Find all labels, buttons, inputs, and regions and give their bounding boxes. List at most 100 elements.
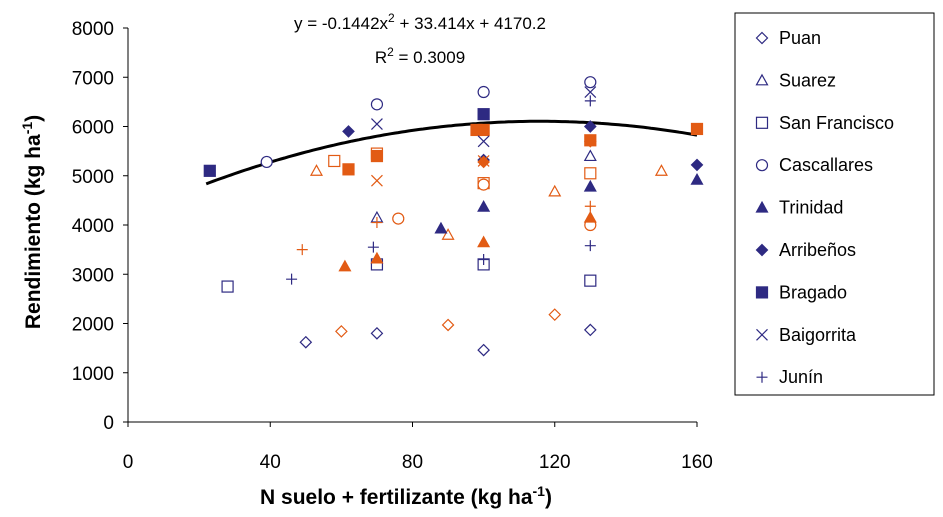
- y-tick-label: 7000: [72, 68, 114, 89]
- data-point-suarez: [309, 164, 324, 176]
- data-point-arribenos: [690, 158, 704, 172]
- x-axis-title-exponent: -1: [533, 483, 546, 499]
- data-point-cascallares: [260, 155, 273, 169]
- y-tick-label: 0: [103, 413, 114, 434]
- legend-label: Junín: [779, 367, 823, 387]
- data-point-trinidad: [434, 221, 448, 234]
- legend-label: Suarez: [779, 70, 836, 90]
- legend-label: Baigorrita: [779, 325, 857, 345]
- legend-marker-suarez: [755, 73, 769, 86]
- data-point-junin: [584, 200, 596, 212]
- y-tick-label: 8000: [72, 19, 114, 40]
- series-trinidad: [338, 172, 704, 272]
- data-point-puan: [477, 343, 490, 357]
- data-point-junin: [286, 273, 298, 285]
- data-point-bragado: [370, 149, 384, 163]
- x-tick-label: 80: [402, 452, 423, 473]
- data-point-bragado: [477, 123, 490, 137]
- data-point-trinidad: [477, 235, 491, 248]
- legend-item-cascallares: Cascallares: [755, 155, 873, 175]
- y-tick-label: 6000: [72, 118, 114, 139]
- series-bragado: [203, 108, 704, 177]
- x-ticks: 0 40 80 120 160: [123, 422, 713, 473]
- legend-label: Trinidad: [779, 198, 843, 218]
- data-point-puan: [583, 323, 597, 337]
- data-point-suarez: [654, 164, 668, 176]
- data-point-bragado: [342, 163, 355, 176]
- x-tick-label: 0: [123, 452, 134, 473]
- plot-area: 0 1000 2000 3000 4000 5000 6000 7000 8000 0 40 80 1…: [72, 19, 713, 473]
- data-point-san-francisco: [328, 154, 341, 168]
- data-point-puan: [441, 318, 455, 332]
- equation-label: y = -0.1442x2 + 33.414x + 4170.2: [294, 11, 546, 33]
- x-tick-label: 120: [539, 452, 571, 473]
- data-point-bragado: [477, 108, 490, 121]
- legend-label: Puan: [779, 28, 821, 48]
- legend-marker-puan: [755, 31, 769, 45]
- equation-text: y = -0.1442x: [294, 14, 389, 33]
- legend-box: [734, 12, 935, 396]
- r-squared-value: = 0.3009: [394, 48, 465, 67]
- y-tick-label: 3000: [72, 265, 114, 286]
- legend-marker-arribenos: [755, 243, 769, 257]
- data-point-junin: [296, 244, 308, 256]
- y-axis-title-exponent: -1: [19, 122, 35, 135]
- r-squared-exponent: 2: [387, 45, 394, 59]
- r-squared-label: R2 = 0.3009: [375, 45, 465, 67]
- legend-marker-san-francisco: [755, 116, 769, 129]
- y-ticks: 0 1000 2000 3000 4000 5000 6000 7000 8000: [72, 19, 128, 434]
- legend-label: Bragado: [779, 282, 847, 302]
- series-cascallares: [260, 76, 597, 232]
- data-point-trinidad: [370, 251, 384, 264]
- y-axis-title-text: Rendimiento (kg ha: [22, 134, 45, 329]
- data-point-trinidad: [583, 210, 597, 223]
- data-point-cascallares: [584, 76, 597, 89]
- y-axis-title: Rendimiento (kg ha-1): [19, 115, 45, 329]
- legend-label: Arribeños: [779, 240, 856, 260]
- data-point-baigorrita: [584, 86, 597, 98]
- legend-marker-cascallares: [755, 159, 769, 172]
- y-tick-label: 5000: [72, 167, 114, 188]
- data-point-puan: [370, 327, 384, 340]
- equation-exponent: 2: [388, 11, 395, 25]
- data-point-baigorrita: [371, 174, 383, 187]
- data-point-arribenos: [583, 120, 597, 133]
- legend: Puan Suarez San Francisco Cascallares Trinid…: [734, 12, 935, 396]
- data-point-trinidad: [338, 259, 352, 272]
- legend-marker-bragado: [755, 286, 769, 299]
- series-junin: [286, 95, 596, 285]
- legend-item-puan: Puan: [755, 28, 821, 48]
- series-san-francisco: [221, 147, 597, 293]
- data-point-suarez: [583, 149, 597, 162]
- data-point-junin: [584, 95, 596, 107]
- legend-item-san-francisco: San Francisco: [755, 113, 894, 133]
- legend-item-baigorrita: Baigorrita: [756, 325, 857, 345]
- legend-label: San Francisco: [779, 113, 894, 133]
- data-point-trinidad: [583, 179, 597, 192]
- data-point-cascallares: [477, 85, 490, 99]
- legend-item-arribenos: Arribeños: [755, 240, 856, 260]
- data-point-puan: [548, 308, 562, 321]
- data-point-bragado: [584, 134, 597, 147]
- legend-marker-junin: [756, 371, 768, 383]
- data-point-san-francisco: [584, 274, 597, 287]
- data-point-junin: [371, 217, 383, 229]
- data-point-puan: [335, 325, 348, 338]
- data-point-junin: [367, 241, 379, 253]
- legend-marker-baigorrita: [756, 328, 768, 341]
- data-point-cascallares: [392, 212, 405, 225]
- x-tick-label: 40: [260, 452, 281, 473]
- legend-label: Cascallares: [779, 155, 873, 175]
- equation-rest: + 33.414x + 4170.2: [395, 14, 546, 33]
- y-tick-label: 2000: [72, 315, 114, 336]
- y-tick-label: 4000: [72, 216, 114, 237]
- series-puan: [299, 308, 597, 357]
- data-point-trinidad: [477, 200, 491, 212]
- series-baigorrita: [371, 86, 597, 187]
- data-point-junin: [478, 253, 490, 265]
- x-axis-title: N suelo + fertilizante (kg ha-1): [260, 483, 552, 509]
- x-axis-title-text: N suelo + fertilizante (kg ha: [260, 486, 533, 509]
- legend-item-trinidad: Trinidad: [755, 198, 843, 218]
- data-point-bragado: [203, 164, 216, 177]
